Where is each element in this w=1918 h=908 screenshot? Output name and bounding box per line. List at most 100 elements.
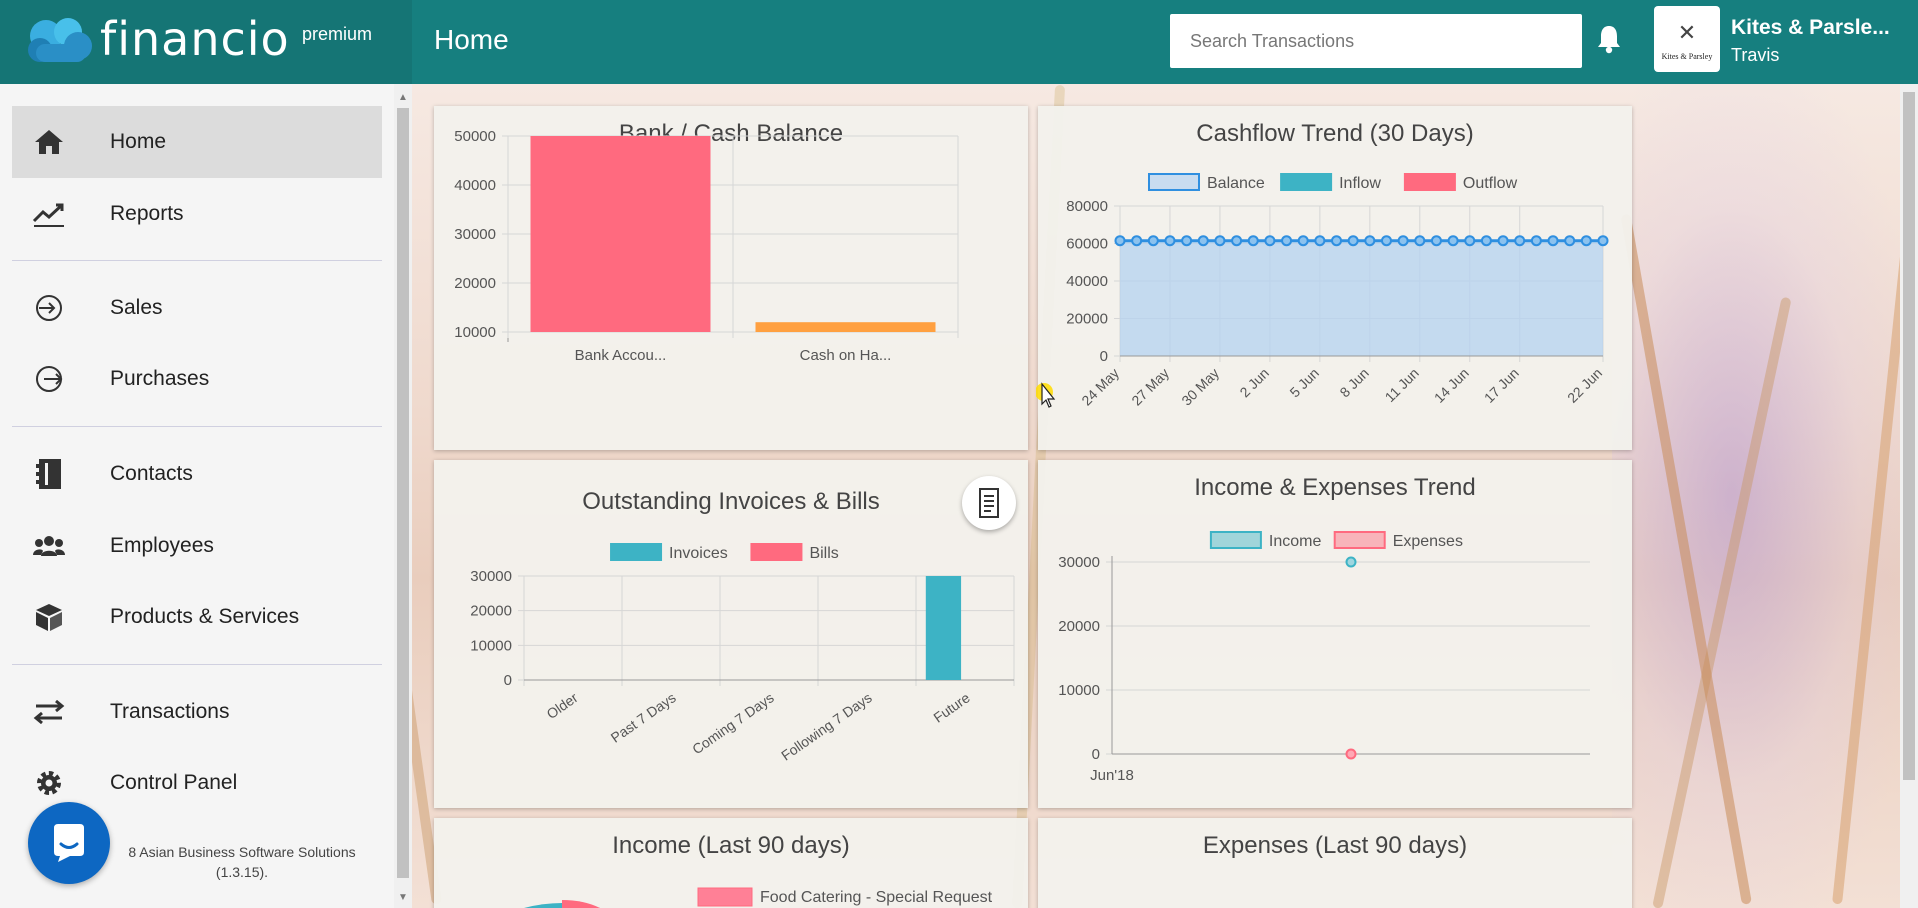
company-logo[interactable]: ✕ Kites & Parsley — [1654, 6, 1720, 72]
scrollbar-thumb[interactable] — [397, 108, 409, 878]
sidebar-item-label: Home — [110, 130, 167, 153]
brand-logo[interactable]: financio premium — [0, 0, 412, 84]
document-icon — [979, 488, 999, 518]
company-logo-mark-icon: ✕ — [1677, 20, 1697, 45]
data-point — [1480, 235, 1492, 247]
card-title: Income & Expenses Trend — [1194, 474, 1476, 501]
data-point — [1164, 235, 1176, 247]
income-expenses-trend-card: Income & Expenses Trend Income Expenses 0 1… — [1038, 460, 1632, 808]
sign-out-icon — [32, 365, 66, 393]
chat-launcher-button[interactable] — [28, 802, 110, 884]
x-tick-label: Future — [930, 689, 972, 725]
data-point — [1464, 235, 1476, 247]
legend-label: Income — [1269, 533, 1322, 550]
y-tick-label: 20000 — [470, 603, 512, 620]
legend-label: Inflow — [1339, 175, 1381, 192]
y-tick-label: 0 — [504, 672, 512, 689]
y-tick-label: 30000 — [1058, 554, 1100, 571]
legend-swatch — [1280, 173, 1333, 191]
sidebar-item-label: Products & Services — [110, 605, 300, 628]
sidebar-item-transactions[interactable]: Transactions — [12, 676, 382, 748]
invoice-report-button[interactable] — [962, 476, 1016, 530]
y-tick-label: 10000 — [1058, 682, 1100, 699]
y-tick-label: 20000 — [454, 275, 496, 292]
scroll-down-arrow-icon[interactable]: ▼ — [398, 892, 408, 903]
x-tick-label: Following 7 Days — [778, 689, 875, 763]
card-title: Income (Last 90 days) — [612, 832, 850, 859]
income-90-days-card: Income (Last 90 days) Food Catering - Sp… — [434, 818, 1028, 908]
x-tick-label: 30 May — [1178, 365, 1222, 409]
scrollbar-thumb[interactable] — [1903, 92, 1915, 780]
data-point — [1231, 235, 1243, 247]
company-name[interactable]: Kites & Parsle... — [1731, 16, 1890, 39]
outstanding-invoices-bills-chart: Invoices Bills 0 10000 20000 30000 Older Past 7… — [470, 543, 1015, 764]
x-tick-label: Older — [544, 689, 581, 722]
data-point — [1380, 235, 1392, 247]
sidebar-item-purchases[interactable]: Purchases — [12, 343, 382, 415]
legend-label: Invoices — [669, 545, 728, 562]
scroll-up-arrow-icon[interactable]: ▲ — [398, 92, 408, 103]
sidebar-item-label: Transactions — [110, 700, 230, 723]
data-point — [1147, 235, 1159, 247]
data-point — [1597, 235, 1609, 247]
bar — [755, 322, 936, 332]
sidebar-item-sales[interactable]: Sales — [12, 272, 382, 344]
outstanding-invoices-bills-card: Outstanding Invoices & Bills Invoices Bil… — [434, 460, 1028, 808]
y-tick-label: 0 — [1092, 746, 1100, 763]
background-glow — [1612, 84, 1900, 908]
x-tick-label: 14 Jun — [1431, 365, 1472, 406]
sidebar-scrollbar[interactable]: ▲ ▼ — [394, 84, 412, 908]
footer-line: 8 Asian Business Software Solutions — [128, 844, 356, 860]
legend-swatch — [1148, 173, 1200, 191]
sidebar-item-products-services[interactable]: Products & Services — [12, 581, 382, 653]
search-transactions-input[interactable] — [1170, 14, 1582, 68]
bell-icon[interactable] — [1596, 24, 1622, 54]
x-tick-label: 17 Jun — [1481, 365, 1522, 406]
sidebar-item-home[interactable]: Home — [12, 106, 382, 178]
sidebar-item-label: Control Panel — [110, 771, 238, 794]
sidebar-item-control-panel[interactable]: Control Panel — [12, 747, 382, 819]
sidebar-item-contacts[interactable]: Contacts — [12, 438, 382, 510]
y-tick-label: 10000 — [470, 637, 512, 654]
people-icon — [32, 532, 66, 560]
y-tick-label: 60000 — [1066, 236, 1108, 253]
data-point — [1364, 235, 1376, 247]
sidebar-item-reports[interactable]: Reports — [12, 178, 382, 250]
sidebar-divider — [12, 426, 382, 427]
data-point — [1430, 235, 1442, 247]
sidebar-item-label: Sales — [110, 296, 163, 319]
x-tick-label: Cash on Ha... — [800, 347, 892, 364]
card-title: Outstanding Invoices & Bills — [582, 488, 880, 515]
expenses-90-days-card: Expenses (Last 90 days) — [1038, 818, 1632, 908]
card-title: Cashflow Trend (30 Days) — [1196, 120, 1474, 147]
data-point — [1131, 235, 1143, 247]
sidebar: Home Reports Sales Purchases Contacts Em… — [0, 84, 394, 908]
address-book-icon — [32, 459, 66, 489]
bank-cash-balance-card: Bank / Cash Balance 10000 20000 30000 40000… — [434, 106, 1028, 450]
x-tick-label: 8 Jun — [1336, 365, 1372, 401]
user-name[interactable]: Travis — [1731, 45, 1780, 65]
sidebar-item-employees[interactable]: Employees — [12, 510, 382, 582]
data-point — [1281, 235, 1293, 247]
x-tick-label: 2 Jun — [1236, 365, 1272, 401]
x-tick-label: 5 Jun — [1286, 365, 1322, 401]
legend-label: Balance — [1207, 175, 1265, 192]
data-point — [1397, 235, 1409, 247]
data-point — [1580, 235, 1592, 247]
x-tick-label: Bank Accou... — [575, 347, 667, 364]
data-point — [1297, 235, 1309, 247]
main-scrollbar[interactable]: ▲ — [1900, 84, 1918, 908]
legend-label: Food Catering - Special Request — [760, 889, 993, 906]
balance-area — [1120, 240, 1603, 356]
x-tick-label: Jun'18 — [1090, 767, 1134, 784]
y-tick-label: 20000 — [1066, 311, 1108, 328]
data-point — [1497, 235, 1509, 247]
data-point — [1314, 235, 1326, 247]
data-point — [1514, 235, 1526, 247]
legend-swatch — [610, 543, 663, 561]
cube-icon — [32, 603, 66, 631]
sidebar-item-label: Employees — [110, 534, 214, 557]
y-tick-label: 80000 — [1066, 198, 1108, 215]
y-tick-label: 30000 — [470, 568, 512, 585]
mouse-cursor-icon — [1036, 382, 1056, 408]
